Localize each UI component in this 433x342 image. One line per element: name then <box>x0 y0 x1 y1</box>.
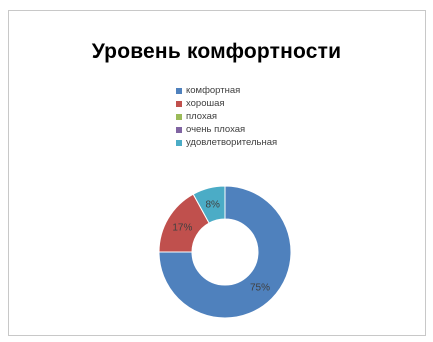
legend-swatch <box>176 113 182 120</box>
legend-label: плохая <box>186 111 218 122</box>
legend-swatch <box>176 139 182 146</box>
donut-segment-4 <box>192 185 226 224</box>
legend-item-komfortnaya: комфортная <box>176 84 277 97</box>
data-label-0: 75% <box>250 283 270 294</box>
legend-label: очень плохая <box>186 124 246 135</box>
legend-swatch <box>176 100 182 107</box>
donut-segment-0 <box>158 185 292 319</box>
chart-frame <box>8 10 426 336</box>
chart-legend: комфортная хорошая плохая очень плохая у… <box>176 84 277 149</box>
data-label-4: 8% <box>205 200 220 211</box>
legend-item-udovletvoritelnaya: удовлетворительная <box>176 136 277 149</box>
legend-item-ochen-plokhaya: очень плохая <box>176 123 277 136</box>
legend-swatch <box>176 87 182 94</box>
legend-label: комфортная <box>186 85 241 96</box>
legend-item-khoroshaya: хорошая <box>176 97 277 110</box>
legend-swatch <box>176 126 182 133</box>
data-label-1: 17% <box>172 222 192 233</box>
legend-label: удовлетворительная <box>186 137 278 148</box>
chart-title: Уровень комфортности <box>91 40 342 63</box>
legend-label: хорошая <box>186 98 225 109</box>
legend-item-plokhaya: плохая <box>176 110 277 123</box>
